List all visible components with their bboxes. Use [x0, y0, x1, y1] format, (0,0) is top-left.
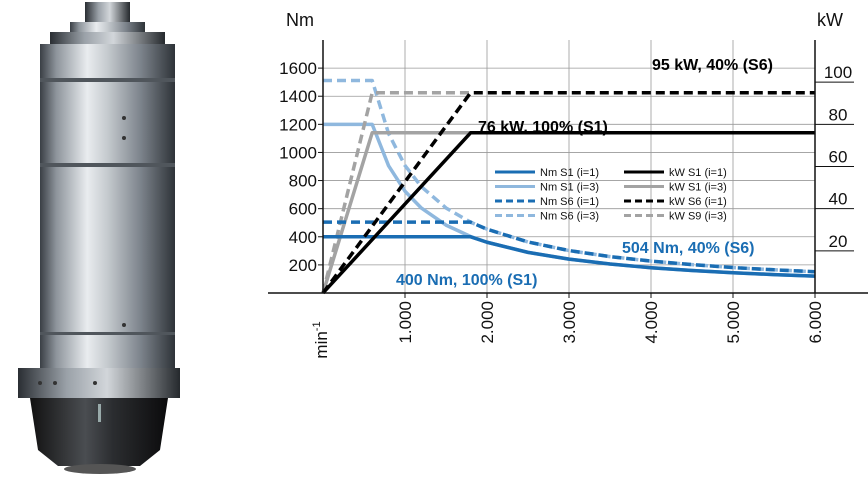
legend-label: kW S9 (i=3)	[669, 211, 727, 223]
y-right-tick-label: 20	[829, 232, 848, 251]
annotation-nm-s1: 400 Nm, 100% (S1)	[396, 272, 537, 289]
y-left-tick-label: 600	[289, 200, 317, 219]
y-left-tick-label: 200	[289, 256, 317, 275]
series-line-kw-s1-i-3	[321, 131, 471, 294]
x-tick-label: 5.000	[724, 301, 743, 344]
spindle-nose	[30, 398, 168, 466]
legend-label: Nm S1 (i=3)	[540, 182, 599, 194]
series-line-kw-s9-i-3	[321, 90, 471, 294]
x-unit-base: min	[312, 331, 331, 358]
x-axis-unit: min-1	[311, 321, 331, 358]
x-tick-label: 6.000	[806, 301, 825, 344]
y-right-tick-label: 60	[829, 148, 848, 167]
legend-label: kW S1 (i=1)	[669, 167, 727, 179]
spindle-motor-image	[18, 2, 180, 474]
legend-label: Nm S6 (i=1)	[540, 196, 599, 208]
y-left-tick-label: 1000	[279, 143, 317, 162]
annotation-kw-s6: 95 kW, 40% (S6)	[652, 57, 773, 74]
y-left-tick-label: 800	[289, 172, 317, 191]
y-left-tick-label: 400	[289, 228, 317, 247]
x-unit-sup: -1	[311, 321, 323, 331]
chart-grid	[323, 40, 816, 293]
spindle-housing	[40, 44, 175, 369]
annotation-kw-s1: 76 kW, 100% (S1)	[478, 119, 608, 136]
x-tick-label: 1.000	[396, 301, 415, 344]
series-line-nm-s1-i-1	[323, 235, 816, 278]
y-left-tick-label: 1200	[279, 115, 317, 134]
y-right-tick-label: 100	[824, 63, 852, 82]
y-right-unit: kW	[817, 10, 843, 30]
legend: Nm S1 (i=1) kW S1 (i=1) Nm S1 (i=3) kW S1 (…	[495, 167, 727, 223]
x-tick-label: 3.000	[560, 301, 579, 344]
y-right-tick-label: 40	[829, 190, 848, 209]
legend-label: Nm S1 (i=1)	[540, 167, 599, 179]
x-tick-label: 2.000	[478, 301, 497, 344]
series-line-kw-s6-i-1	[321, 90, 815, 295]
series-layer	[321, 78, 816, 295]
series-line-nm-s6-i-1	[323, 220, 816, 274]
y-right-tick-label: 80	[829, 105, 848, 124]
y-left-tick-label: 1600	[279, 59, 317, 78]
series-line-kw-s1-i-1	[321, 131, 815, 295]
x-tick-label: 4.000	[642, 301, 661, 344]
annotation-nm-s6: 504 Nm, 40% (S6)	[622, 240, 755, 257]
legend-label: kW S6 (i=1)	[669, 196, 727, 208]
axis-ticks: 1.000 2.000 3.000 4.000 5.000 6.000 200 400 600 8…	[279, 59, 854, 344]
y-left-unit: Nm	[286, 10, 314, 30]
legend-label: Nm S6 (i=3)	[540, 211, 599, 223]
y-left-tick-label: 1400	[279, 87, 317, 106]
spindle-flange	[18, 368, 180, 398]
legend-label: kW S1 (i=3)	[669, 182, 727, 194]
